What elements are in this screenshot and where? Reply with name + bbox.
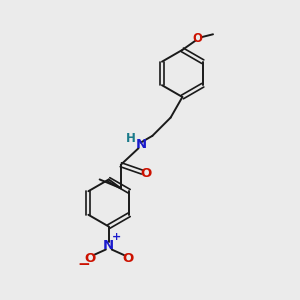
Text: +: +	[112, 232, 121, 242]
Text: H: H	[126, 132, 136, 145]
Text: O: O	[193, 32, 203, 45]
Text: O: O	[122, 252, 134, 265]
Text: O: O	[84, 252, 95, 265]
Text: O: O	[140, 167, 152, 180]
Text: N: N	[135, 138, 146, 151]
Text: N: N	[103, 239, 114, 252]
Text: −: −	[77, 257, 90, 272]
